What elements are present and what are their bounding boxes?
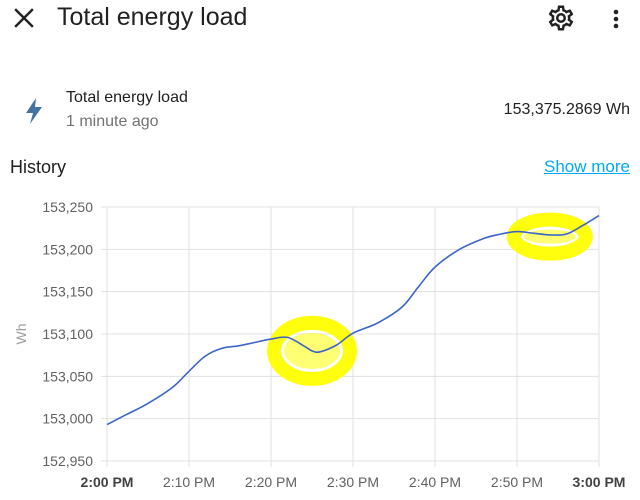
- chart-grid: [101, 206, 600, 467]
- lightning-bolt-icon: [22, 97, 46, 125]
- y-tick-label: 153,000: [42, 411, 93, 427]
- x-tick-label: 2:10 PM: [163, 474, 215, 490]
- y-tick-label: 153,100: [42, 326, 93, 342]
- y-tick-label: 153,250: [42, 199, 93, 215]
- more-vertical-icon: [613, 9, 619, 29]
- entity-state-row: Total energy load 1 minute ago 153,375.2…: [0, 84, 640, 136]
- history-chart: 153,250 153,200 153,150 153,100 153,050 153,0…: [13, 199, 626, 490]
- close-button[interactable]: [8, 2, 40, 34]
- show-more-link[interactable]: Show more: [544, 157, 630, 176]
- gear-icon: [548, 5, 574, 31]
- y-axis-ticks: 153,250 153,200 153,150 153,100 153,050 153,0…: [42, 199, 93, 469]
- highlight-circle: [506, 212, 593, 261]
- entity-last-changed: 1 minute ago: [66, 113, 159, 130]
- y-tick-label: 153,150: [42, 284, 93, 300]
- x-tick-label: 2:40 PM: [409, 474, 461, 490]
- more-options-button[interactable]: [605, 3, 627, 33]
- highlight-annotations: [267, 212, 593, 386]
- x-tick-label: 2:50 PM: [491, 474, 543, 490]
- top-bar: Total energy load: [0, 0, 640, 36]
- x-axis-ticks: 2:00 PM 2:10 PM 2:20 PM 2:30 PM 2:40 PM 2:50 …: [81, 474, 626, 490]
- y-axis-label: Wh: [13, 324, 29, 345]
- history-heading: History: [10, 157, 67, 177]
- y-tick-label: 152,950: [42, 453, 93, 469]
- energy-series-line: [106, 214, 600, 426]
- x-tick-label: 2:30 PM: [327, 474, 379, 490]
- y-tick-label: 153,200: [42, 241, 93, 257]
- x-tick-label: 2:20 PM: [245, 474, 297, 490]
- entity-state-value: 153,375.2869 Wh: [503, 101, 630, 118]
- y-tick-label: 153,050: [42, 368, 93, 384]
- settings-button[interactable]: [546, 3, 576, 33]
- x-tick-label: 2:00 PM: [81, 474, 134, 490]
- entity-name: Total energy load: [66, 89, 188, 106]
- close-icon: [14, 8, 34, 28]
- dialog-title: Total energy load: [57, 3, 248, 31]
- x-tick-label: 3:00 PM: [573, 474, 626, 490]
